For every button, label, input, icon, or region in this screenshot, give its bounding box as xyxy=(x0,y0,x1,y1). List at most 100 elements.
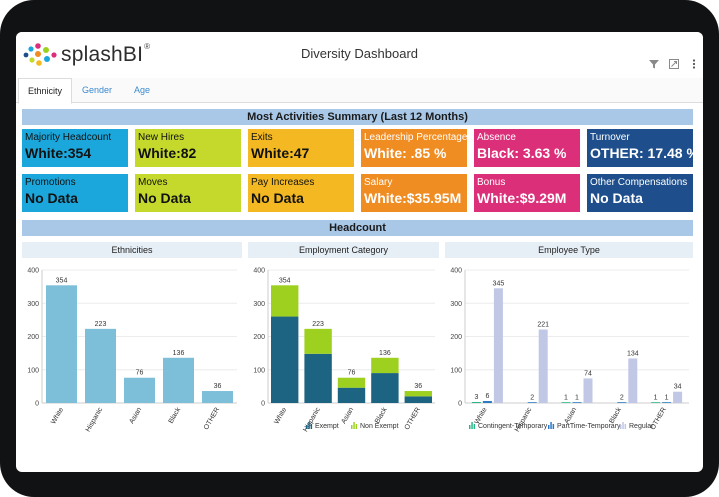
data-label: 345 xyxy=(493,280,505,287)
tile-title: Turnover xyxy=(590,132,630,143)
tile-title: Salary xyxy=(364,177,393,188)
bar xyxy=(85,328,116,403)
summary-tile[interactable]: Promotions No Data xyxy=(22,174,128,212)
summary-tile[interactable]: Majority Headcount White:354 xyxy=(22,129,128,167)
stack-segment xyxy=(271,316,299,403)
top-bar: splashBI ® Diversity Dashboard xyxy=(16,32,703,76)
employee-type-title: Employee Type xyxy=(445,242,693,258)
y-tick-label: 300 xyxy=(253,301,265,308)
data-label: 354 xyxy=(56,277,68,284)
y-tick-label: 300 xyxy=(450,301,462,308)
data-label: 76 xyxy=(348,370,356,377)
tile-value: No Data xyxy=(138,190,191,206)
tile-value: White:47 xyxy=(251,145,310,161)
logo-text: splashBI xyxy=(61,43,144,66)
legend-bar xyxy=(552,424,555,429)
data-label: 223 xyxy=(312,321,324,328)
x-tick-label: OTHER xyxy=(203,407,221,432)
stack-segment xyxy=(371,357,399,374)
summary-tile[interactable]: Bonus White:$9.29M xyxy=(474,174,580,212)
legend-bar xyxy=(550,422,552,429)
y-tick-label: 200 xyxy=(27,334,39,341)
bar xyxy=(46,285,77,403)
tile-value: OTHER: 17.48 % xyxy=(590,145,699,161)
summary-tile[interactable]: Absence Black: 3.63 % xyxy=(474,129,580,167)
dashboard-screen: splashBI ® Diversity Dashboard Ethnicity… xyxy=(16,32,703,472)
y-tick-label: 100 xyxy=(253,367,265,374)
legend-label: Regular xyxy=(629,423,654,430)
tile-title: Moves xyxy=(138,177,168,188)
tile-value: White:354 xyxy=(25,145,92,161)
legend-bar-icon xyxy=(548,422,555,429)
tab-gender[interactable]: Gender xyxy=(81,85,113,95)
legend-bar xyxy=(351,425,353,429)
legend-bar-icon xyxy=(351,422,358,429)
summary-tile[interactable]: Pay Increases No Data xyxy=(248,174,354,212)
data-label: 1 xyxy=(665,395,669,402)
summary-tile[interactable]: Exits White:47 xyxy=(248,129,354,167)
tile-title: Bonus xyxy=(477,177,506,188)
bar xyxy=(651,402,661,403)
bar xyxy=(482,401,492,403)
y-tick-label: 0 xyxy=(35,401,39,408)
data-label: 36 xyxy=(214,383,222,390)
expand-icon[interactable] xyxy=(668,58,679,69)
legend-label: Non Exempt xyxy=(360,423,399,430)
legend-bar xyxy=(624,424,627,429)
summary-tile[interactable]: Salary White:$35.95M xyxy=(361,174,467,212)
data-label: 134 xyxy=(627,350,639,357)
legend-bar xyxy=(620,425,622,429)
tile-value: No Data xyxy=(590,190,643,206)
tile-value: No Data xyxy=(25,190,78,206)
data-label: 34 xyxy=(674,384,682,391)
y-tick-label: 0 xyxy=(261,401,265,408)
x-tick-label: OTHER xyxy=(404,407,422,432)
more-options-icon[interactable] xyxy=(688,58,699,69)
data-label: 1 xyxy=(564,395,568,402)
bar xyxy=(471,402,481,403)
summary-tile[interactable]: Other Compensations No Data xyxy=(587,174,693,212)
bar xyxy=(527,402,537,403)
tile-title: Majority Headcount xyxy=(25,132,112,143)
legend-label: PartTime-Temporary xyxy=(557,423,621,430)
bar xyxy=(202,391,233,403)
tile-title: New Hires xyxy=(138,132,185,143)
tile-value: White:82 xyxy=(138,145,197,161)
legend-label: Contingent-Temporary xyxy=(478,423,548,430)
tile-value: No Data xyxy=(251,190,304,206)
tile-title: Other Compensations xyxy=(590,177,688,188)
x-tick-label: Asian xyxy=(128,406,143,425)
employment-category-title: Employment Category xyxy=(248,242,439,258)
summary-tile[interactable]: New Hires White:82 xyxy=(135,129,241,167)
stack-segment xyxy=(404,396,432,403)
y-tick-label: 200 xyxy=(450,334,462,341)
tile-title: Promotions xyxy=(25,177,76,188)
summary-tile[interactable]: Leadership Percentage White: .85 % xyxy=(361,129,467,167)
data-label: 221 xyxy=(537,322,549,329)
data-label: 2 xyxy=(620,394,624,401)
bar xyxy=(163,357,194,403)
tab-age[interactable]: Age xyxy=(133,85,150,95)
bar xyxy=(538,329,548,403)
employment-category-chart: 0100200300400354White223Hispanic76Asian1… xyxy=(253,268,435,433)
legend-label: Exempt xyxy=(315,423,339,430)
tile-value: White:$9.29M xyxy=(477,190,567,206)
legend-bar-icon xyxy=(469,422,476,429)
summary-tile[interactable]: Turnover OTHER: 17.48 % xyxy=(587,129,699,167)
bar xyxy=(617,402,627,403)
filter-icon[interactable] xyxy=(648,58,659,69)
bar xyxy=(124,377,155,403)
stack-segment xyxy=(371,373,399,403)
ethnicities-chart: 0 100 200 300 400 354 White 223 Hispanic 76 Asian 1… xyxy=(27,268,237,433)
tile-title: Leadership Percentage xyxy=(364,132,468,143)
data-label: 1 xyxy=(575,395,579,402)
splashbi-logo: splashBI ® xyxy=(22,42,150,68)
tab-ethnicity[interactable]: Ethnicity xyxy=(18,78,72,104)
legend-bar xyxy=(308,422,310,429)
bar xyxy=(628,358,638,403)
stack-segment xyxy=(304,328,332,354)
summary-tile[interactable]: Moves No Data xyxy=(135,174,241,212)
x-tick-label: Black xyxy=(168,406,183,425)
y-tick-label: 400 xyxy=(27,268,39,275)
